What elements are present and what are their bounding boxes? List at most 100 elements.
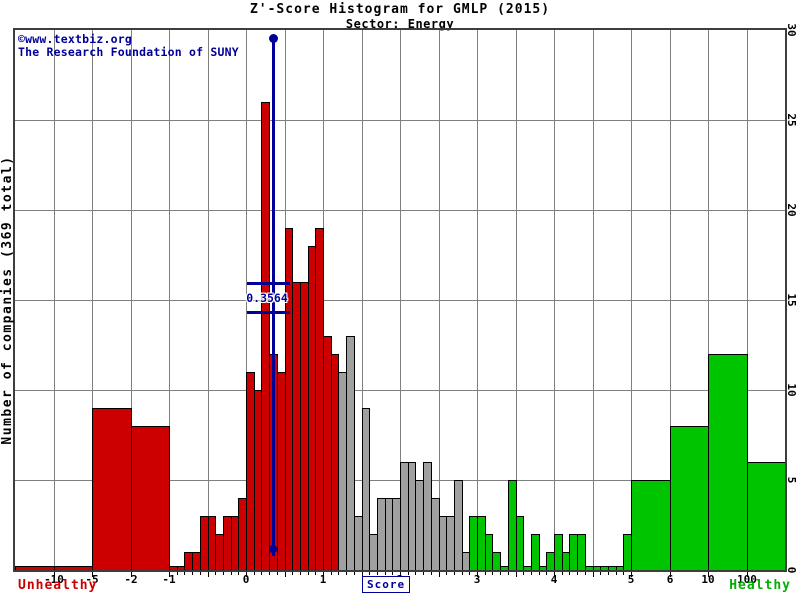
minor-tick-mark	[184, 572, 185, 575]
y-tick-label: 20	[785, 203, 798, 217]
minor-tick-mark	[415, 572, 416, 575]
gridline-horizontal	[15, 120, 785, 121]
minor-tick-mark	[261, 572, 262, 575]
minor-tick-mark	[308, 572, 309, 575]
tick-mark	[54, 572, 55, 577]
tick-mark	[593, 572, 594, 577]
chart-title: Z'-Score Histogram for GMLP (2015)	[249, 2, 551, 17]
x-tick-label: -5	[85, 573, 99, 586]
minor-tick-mark	[177, 572, 178, 575]
tick-mark	[92, 572, 93, 577]
minor-tick-mark	[354, 572, 355, 575]
histogram-bar	[747, 462, 786, 571]
histogram-bar	[670, 426, 709, 571]
minor-tick-mark	[277, 572, 278, 575]
marker-bottom-dot	[269, 545, 277, 553]
gridline-horizontal	[15, 210, 785, 211]
x-tick-label: 4	[550, 573, 558, 586]
marker-value-label: 0.3564	[246, 291, 288, 305]
tick-mark	[477, 572, 478, 577]
x-tick-label: -1	[162, 573, 176, 586]
gridline-horizontal	[15, 390, 785, 391]
watermark-org: The Research Foundation of SUNY	[18, 45, 239, 59]
minor-tick-mark	[577, 572, 578, 575]
minor-tick-mark	[338, 572, 339, 575]
minor-tick-mark	[377, 572, 378, 575]
minor-tick-mark	[454, 572, 455, 575]
tick-mark	[131, 572, 132, 577]
unhealthy-caption: Unhealthy	[18, 578, 98, 593]
minor-tick-mark	[423, 572, 424, 575]
plot-border	[13, 28, 787, 572]
marker-top-dot	[269, 34, 278, 43]
tick-mark	[323, 572, 324, 577]
healthy-caption: Healthy	[729, 578, 791, 593]
chart-subtitle: Sector: Energy	[345, 17, 455, 31]
minor-tick-mark	[539, 572, 540, 575]
minor-tick-mark	[469, 572, 470, 575]
marker-crossbar-bottom	[247, 311, 290, 314]
minor-tick-mark	[215, 572, 216, 575]
tick-mark	[670, 572, 671, 577]
minor-tick-mark	[562, 572, 563, 575]
x-tick-label: 5	[627, 573, 635, 586]
tick-mark	[708, 572, 709, 577]
minor-tick-mark	[500, 572, 501, 575]
y-tick-label: 15	[785, 293, 798, 307]
tick-mark	[554, 572, 555, 577]
minor-tick-mark	[392, 572, 393, 575]
minor-tick-mark	[292, 572, 293, 575]
x-tick-label: 10	[701, 573, 715, 586]
minor-tick-mark	[446, 572, 447, 575]
minor-tick-mark	[508, 572, 509, 575]
watermark-url: ©www.textbiz.org	[18, 32, 132, 46]
histogram-bar	[631, 480, 671, 571]
minor-tick-mark	[369, 572, 370, 575]
minor-tick-mark	[200, 572, 201, 575]
marker-crossbar-top	[247, 282, 290, 285]
minor-tick-mark	[485, 572, 486, 575]
x-tick-label: 3	[473, 573, 481, 586]
minor-tick-mark	[431, 572, 432, 575]
minor-tick-mark	[492, 572, 493, 575]
x-tick-label: 1	[319, 573, 327, 586]
minor-tick-mark	[254, 572, 255, 575]
marker-line	[272, 36, 275, 556]
tick-mark	[362, 572, 363, 577]
tick-mark	[439, 572, 440, 577]
minor-tick-mark	[600, 572, 601, 575]
tick-mark	[246, 572, 247, 577]
minor-tick-mark	[346, 572, 347, 575]
x-tick-label: -10	[44, 573, 64, 586]
x-tick-label: 6	[666, 573, 674, 586]
x-tick-label: -2	[124, 573, 138, 586]
minor-tick-mark	[315, 572, 316, 575]
tick-mark	[169, 572, 170, 577]
tick-mark	[285, 572, 286, 577]
tick-mark	[516, 572, 517, 577]
tick-mark	[208, 572, 209, 577]
minor-tick-mark	[608, 572, 609, 575]
minor-tick-mark	[585, 572, 586, 575]
minor-tick-mark	[385, 572, 386, 575]
tick-mark	[400, 572, 401, 577]
minor-tick-mark	[523, 572, 524, 575]
minor-tick-mark	[531, 572, 532, 575]
x-axis-label-score: Score	[362, 576, 411, 593]
minor-tick-mark	[192, 572, 193, 575]
minor-tick-mark	[231, 572, 232, 575]
minor-tick-mark	[269, 572, 270, 575]
minor-tick-mark	[569, 572, 570, 575]
tick-mark	[747, 572, 748, 577]
gridline-horizontal	[15, 300, 785, 301]
y-tick-label: 10	[785, 383, 798, 397]
tick-mark	[631, 572, 632, 577]
minor-tick-mark	[238, 572, 239, 575]
y-tick-label: 5	[785, 476, 798, 484]
y-tick-label: 25	[785, 113, 798, 127]
x-tick-label: 0	[242, 573, 250, 586]
minor-tick-mark	[408, 572, 409, 575]
minor-tick-mark	[462, 572, 463, 575]
